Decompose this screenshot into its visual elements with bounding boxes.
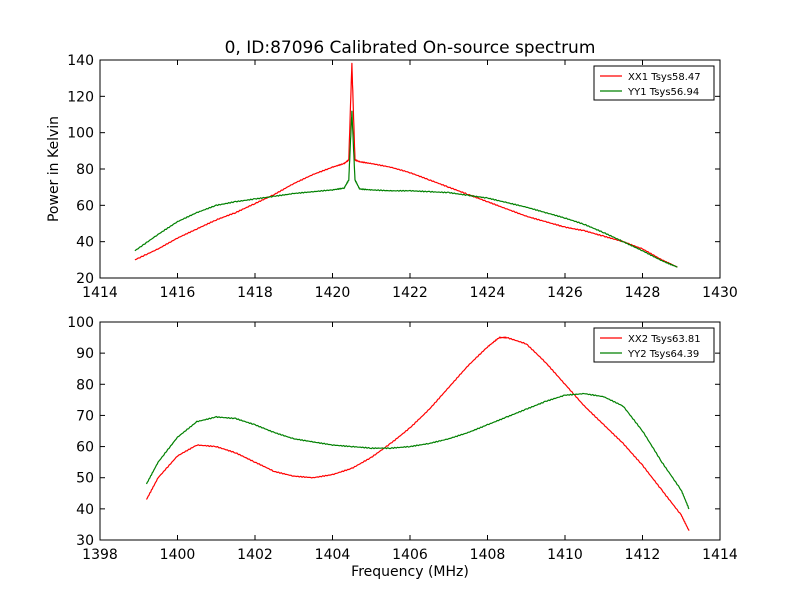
y-tick-label: 120 [67,89,94,105]
legend-entry: XX1 Tsys58.47 [628,72,701,83]
legend-entry: XX2 Tsys63.81 [628,334,701,345]
x-tick-label: 1430 [702,285,738,301]
x-tick-label: 1416 [160,285,196,301]
y-tick-label: 60 [76,440,94,456]
y-tick-label: 50 [76,471,94,487]
x-tick-label: 1418 [237,285,273,301]
x-tick-label: 1398 [82,547,118,563]
legend: XX2 Tsys63.81 YY2 Tsys64.39 [593,327,715,363]
x-tick-label: 1410 [547,547,583,563]
y-tick-label: 30 [76,533,94,549]
x-tick-label: 1412 [625,547,661,563]
figure-title: 0, ID:87096 Calibrated On-source spectru… [225,38,596,58]
x-tick-label: 1426 [547,285,583,301]
series-line-xx1 [134,62,678,268]
y-tick-label: 100 [67,126,94,142]
x-tick-label: 1402 [237,547,273,563]
x-axis-label: Frequency (MHz) [351,564,469,580]
x-tick-label: 1408 [470,547,506,563]
series-line-yy2 [145,392,690,510]
series-line-xx2 [145,336,690,531]
y-tick-label: 80 [76,162,94,178]
y-tick-label: 40 [76,235,94,251]
legend-box [593,327,715,363]
legend-entry: YY1 Tsys56.94 [627,87,699,98]
series-line-yy1 [134,110,678,268]
x-tick-label: 1414 [702,547,738,563]
x-tick-label: 1422 [392,285,428,301]
y-tick-label: 90 [76,346,94,362]
y-tick-label: 40 [76,502,94,518]
top-panel: 1414 1416 1418 1420 1422 1424 1426 1428 1430 20 40… [46,53,738,301]
y-tick-label: 100 [67,315,94,331]
y-tick-label: 70 [76,408,94,424]
y-tick-label: 20 [76,271,94,287]
legend: XX1 Tsys58.47 YY1 Tsys56.94 [593,65,715,101]
y-tick-label: 80 [76,377,94,393]
legend-box [593,65,715,101]
x-tick-label: 1406 [392,547,428,563]
y-tick-label: 60 [76,198,94,214]
y-tick-label: 140 [67,53,94,69]
x-tick-label: 1400 [160,547,196,563]
x-tick-label: 1424 [470,285,506,301]
legend-entry: YY2 Tsys64.39 [627,349,699,360]
bottom-panel: 1398 1400 1402 1404 1406 1408 1410 1412 1414 30 40… [67,315,738,580]
x-tick-label: 1414 [82,285,118,301]
x-tick-label: 1420 [315,285,351,301]
x-tick-label: 1428 [625,285,661,301]
y-axis-label: Power in Kelvin [46,116,62,222]
x-tick-label: 1404 [315,547,351,563]
